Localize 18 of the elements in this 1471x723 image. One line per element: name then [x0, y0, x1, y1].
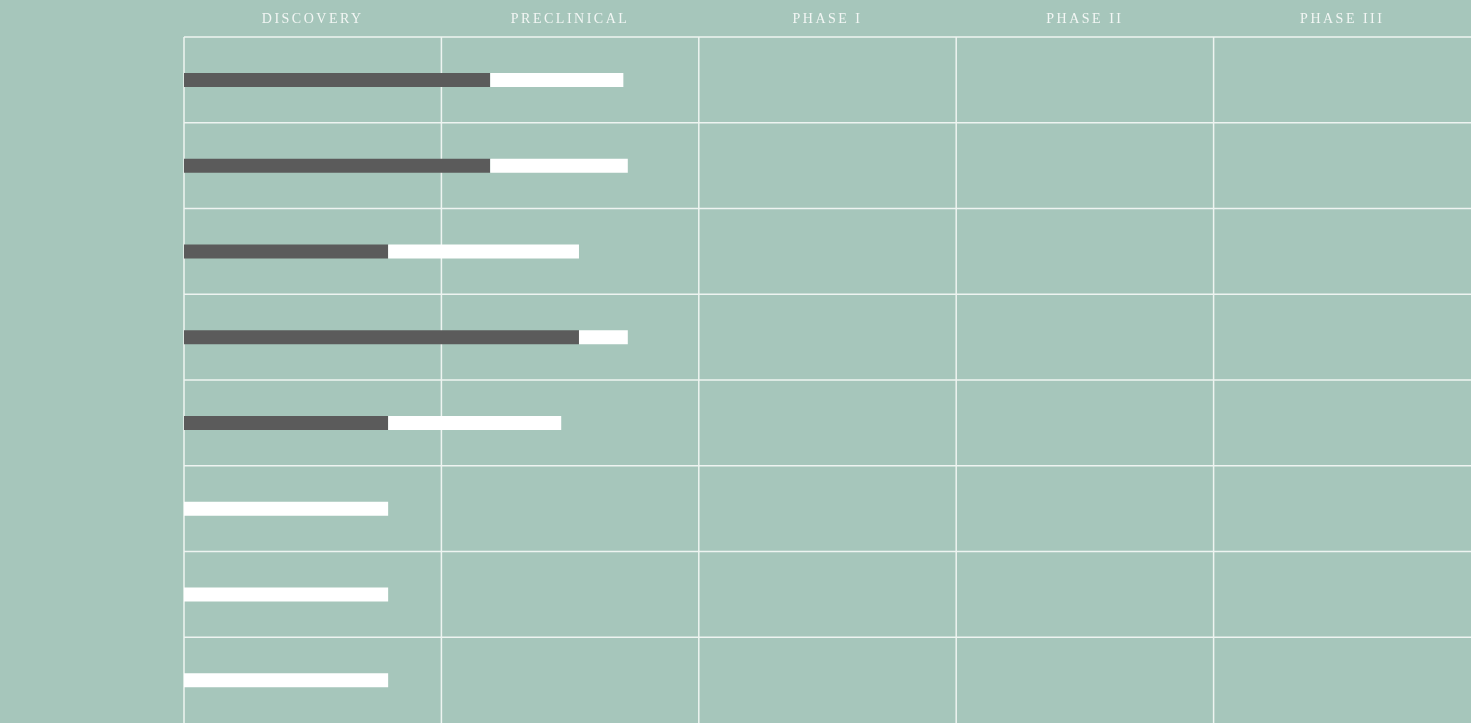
- bar: [388, 416, 562, 430]
- bar: [184, 416, 389, 430]
- bar: [184, 330, 579, 345]
- text: DISCOVERY: [260, 10, 365, 27]
- bar: [578, 330, 628, 345]
- bar: [184, 244, 389, 259]
- bar: [184, 73, 491, 87]
- bar: [490, 158, 628, 173]
- bar: [184, 501, 389, 516]
- bar: [184, 158, 491, 173]
- bar: [184, 587, 389, 602]
- bar: [490, 73, 624, 87]
- text: PHASE III: [1299, 10, 1386, 27]
- bar: [184, 673, 389, 688]
- text: PHASE I: [791, 10, 864, 27]
- bar: [388, 244, 579, 259]
- text: PRECLINICAL: [509, 10, 631, 27]
- text: PHASE II: [1045, 10, 1125, 27]
